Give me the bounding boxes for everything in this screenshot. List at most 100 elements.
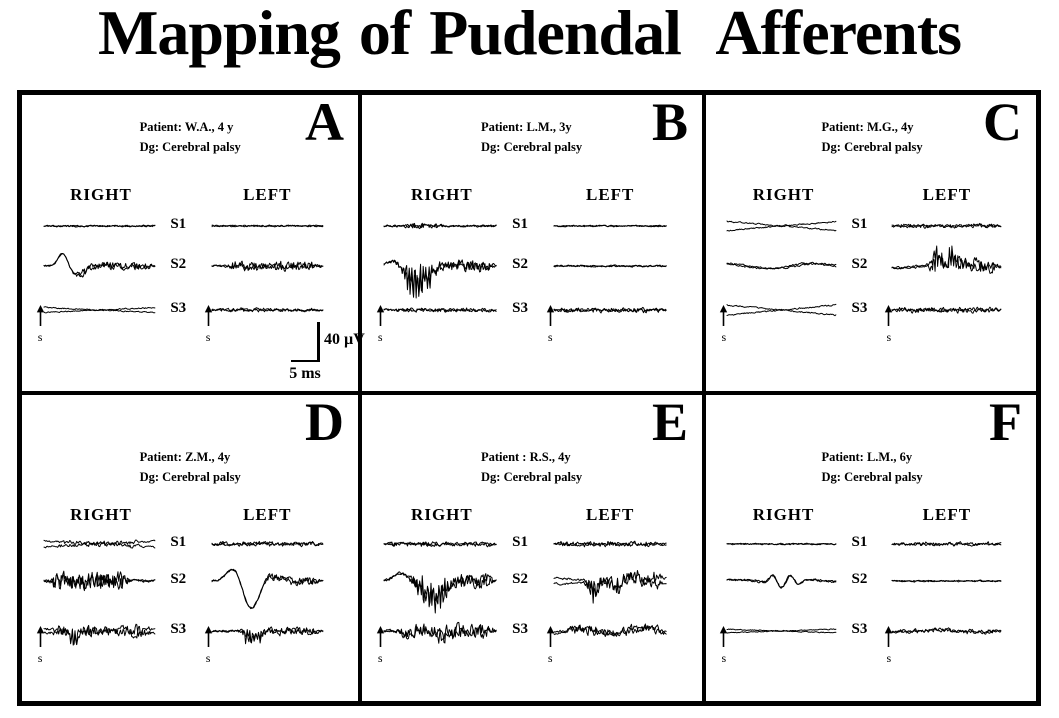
- panel-a: A Patient: W.A., 4 y Dg: Cerebral palsy …: [22, 92, 365, 395]
- trace-right-s1: [383, 541, 497, 548]
- left-column-label: LEFT: [922, 185, 972, 204]
- stim-label: s: [886, 651, 892, 665]
- stim-marker-right: s: [32, 626, 48, 664]
- panel-grid: A Patient: W.A., 4 y Dg: Cerebral palsy …: [17, 90, 1041, 706]
- trace-right-s3: [726, 628, 837, 634]
- trace-left-s3: [891, 627, 1002, 635]
- figure-title: Mapping of Pudendal Afferents: [97, 0, 962, 68]
- panel-c: C Patient: M.G., 4y Dg: Cerebral palsy R…: [706, 92, 1036, 395]
- panel-letter: F: [989, 392, 1022, 452]
- segment-label-s2: S2: [512, 571, 529, 587]
- stim-marker-right: s: [32, 305, 48, 343]
- stim-arrow-icon: [204, 626, 212, 647]
- trace-left-s2: [553, 264, 667, 268]
- trace-right-s3: [383, 621, 497, 644]
- stim-marker-left: s: [200, 305, 216, 343]
- trace-left-s1: [211, 224, 324, 228]
- stim-arrow-icon: [36, 305, 44, 326]
- panel-letter: D: [305, 392, 344, 452]
- segment-label-s2: S2: [851, 571, 868, 587]
- trace-right-s3: [43, 306, 156, 314]
- panel-letter: A: [305, 92, 344, 152]
- trace-left-s3: [553, 306, 667, 314]
- right-column-label: RIGHT: [70, 185, 132, 204]
- trace-right-s2: [43, 253, 156, 278]
- trace-left-s3: [553, 623, 667, 637]
- right-column-label: RIGHT: [70, 505, 132, 524]
- stim-label: s: [721, 330, 727, 344]
- patient-info: Patient: W.A., 4 y Dg: Cerebral palsy: [140, 117, 241, 157]
- trace-left-s2: [553, 570, 667, 604]
- stim-arrow-icon: [885, 626, 893, 647]
- trace-left-s2: [891, 245, 1002, 274]
- left-column-label: LEFT: [585, 185, 635, 204]
- stim-marker-left: s: [881, 626, 897, 664]
- panel-d: D Patient: Z.M., 4y Dg: Cerebral palsy R…: [22, 392, 362, 701]
- stim-label: s: [205, 330, 211, 344]
- segment-label-s3: S3: [512, 300, 529, 316]
- right-column-label: RIGHT: [752, 185, 815, 204]
- stim-arrow-icon: [720, 305, 728, 326]
- trace-left-s2: [211, 568, 324, 610]
- right-column-label: RIGHT: [411, 505, 473, 524]
- trace-right-s3: [43, 623, 156, 646]
- trace-left-s3: [211, 307, 324, 313]
- stim-label: s: [377, 330, 383, 344]
- stim-marker-left: s: [542, 305, 558, 343]
- stim-label: s: [547, 651, 553, 665]
- scale-bar-time-line: [291, 359, 319, 362]
- segment-label-s2: S2: [170, 256, 187, 272]
- stim-arrow-icon: [720, 626, 728, 647]
- segment-label-s1: S1: [170, 534, 187, 550]
- stim-arrow-icon: [376, 305, 384, 326]
- trace-right-s2: [383, 259, 497, 299]
- patient-name-line: Patient: W.A., 4 y: [139, 120, 234, 134]
- scale-bar-time-label: 5 ms: [289, 365, 321, 382]
- trace-left-s2: [211, 260, 324, 272]
- patient-info: Patient: L.M., 3y Dg: Cerebral palsy: [481, 117, 582, 157]
- right-column-label: RIGHT: [411, 185, 473, 204]
- left-column-label: LEFT: [922, 505, 972, 524]
- segment-label-s1: S1: [512, 534, 529, 550]
- left-column-label: LEFT: [585, 505, 635, 524]
- stim-label: s: [721, 651, 727, 665]
- segment-label-s3: S3: [851, 621, 868, 637]
- patient-name-line: Patient: Z.M., 4y: [139, 450, 231, 464]
- panel-b: B Patient: L.M., 3y Dg: Cerebral palsy R…: [362, 92, 706, 395]
- segment-label-s1: S1: [170, 216, 187, 232]
- diagnosis-line: Dg: Cerebral palsy: [481, 140, 583, 154]
- left-column-label: LEFT: [243, 505, 292, 524]
- stim-arrow-icon: [885, 305, 893, 326]
- trace-left-s1: [553, 540, 667, 548]
- trace-left-s1: [553, 224, 667, 228]
- stim-marker-right: s: [716, 305, 732, 343]
- diagnosis-line: Dg: Cerebral palsy: [821, 470, 923, 484]
- patient-name-line: Patient : R.S., 4y: [481, 450, 571, 464]
- trace-right-s2: [43, 570, 156, 592]
- trace-right-s1: [726, 220, 837, 232]
- trace-right-s2: [726, 574, 837, 589]
- panel-letter: E: [651, 392, 688, 452]
- trace-right-s1: [383, 222, 497, 230]
- trace-right-s1: [726, 542, 837, 546]
- trace-left-s1: [891, 541, 1002, 547]
- patient-info: Patient: M.G., 4y Dg: Cerebral palsy: [822, 117, 923, 157]
- patient-info: Patient : R.S., 4y Dg: Cerebral palsy: [481, 447, 582, 487]
- segment-label-s3: S3: [512, 621, 529, 637]
- patient-info: Patient: L.M., 6y Dg: Cerebral palsy: [822, 447, 923, 487]
- stim-label: s: [37, 651, 43, 665]
- panel-f: F Patient: L.M., 6y Dg: Cerebral palsy R…: [706, 392, 1036, 701]
- trace-left-s1: [891, 222, 1002, 229]
- trace-right-s1: [43, 224, 156, 228]
- stim-marker-right: s: [372, 305, 388, 343]
- trace-left-s2: [891, 579, 1002, 583]
- segment-label-s3: S3: [170, 300, 187, 316]
- trace-right-s2: [726, 261, 837, 270]
- segment-label-s2: S2: [851, 256, 868, 272]
- stim-label: s: [886, 330, 892, 344]
- stim-marker-left: s: [542, 626, 558, 664]
- stim-arrow-icon: [546, 626, 554, 647]
- scale-bar-voltage-line: [317, 322, 320, 362]
- trace-right-s3: [726, 303, 837, 317]
